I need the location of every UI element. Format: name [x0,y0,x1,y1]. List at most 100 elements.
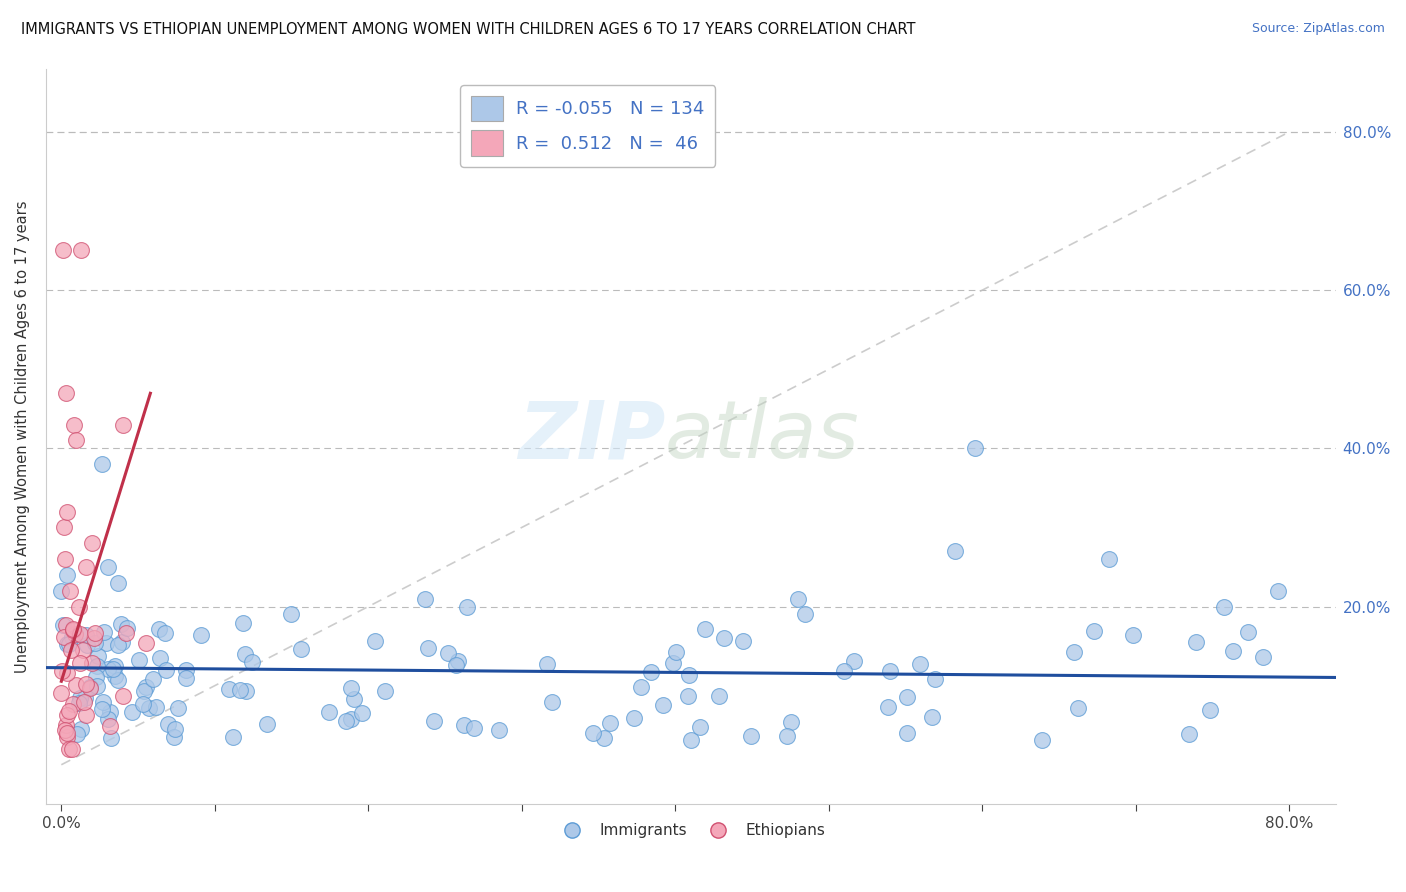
Point [80,657,103,671]
Point [163,722,186,736]
Point [662,656,685,670]
Point [96,662,118,676]
Point [340,681,363,696]
Point [280,607,302,622]
Point [59,643,82,657]
Point [793,607,815,622]
Point [436,646,458,660]
Point [111,417,134,432]
Point [142,672,165,686]
Point [56,665,79,680]
Point [53,630,76,644]
Point [155,663,177,677]
Point [593,731,616,746]
Point [51,665,73,679]
Point [242,655,264,669]
Point [1212,599,1234,614]
Point [422,714,444,728]
Point [107,673,129,687]
Point [87,648,110,663]
Point [75,676,97,690]
Point [53,723,76,738]
Point [58,704,80,718]
Point [640,665,662,679]
Point [536,657,558,671]
Point [776,729,799,743]
Point [60,631,83,645]
Point [834,664,856,678]
Point [70,723,93,737]
Point [58,583,80,598]
Point [924,672,946,686]
Point [896,690,918,705]
Point [93,625,115,640]
Point [84,626,107,640]
Point [75,628,97,642]
Point [1178,727,1201,741]
Point [75,691,97,706]
Point [446,658,468,673]
Point [55,385,77,400]
Point [652,698,675,712]
Point [176,663,198,677]
Point [62,698,84,712]
Point [1251,649,1274,664]
Point [98,718,121,732]
Point [145,699,167,714]
Point [963,442,986,456]
Point [55,637,77,651]
Point [232,616,254,631]
Point [256,716,278,731]
Point [63,417,86,432]
Point [1199,703,1222,717]
Point [86,679,108,693]
Text: Source: ZipAtlas.com: Source: ZipAtlas.com [1251,22,1385,36]
Point [107,575,129,590]
Point [75,708,97,723]
Point [153,626,176,640]
Point [103,659,125,673]
Point [1063,645,1085,659]
Point [56,567,79,582]
Point [138,700,160,714]
Point [65,727,87,741]
Point [53,552,76,566]
Point [740,729,762,743]
Point [101,662,124,676]
Point [908,657,931,672]
Point [166,701,188,715]
Point [53,520,76,534]
Point [69,656,91,670]
Point [787,591,810,606]
Point [60,742,83,756]
Point [69,691,91,706]
Point [56,726,79,740]
Point [58,637,80,651]
Point [52,618,75,632]
Point [921,709,943,723]
Point [115,621,138,635]
Point [84,670,107,684]
Point [62,623,84,637]
Point [56,707,79,722]
Point [340,712,363,726]
Point [73,696,96,710]
Point [1236,624,1258,639]
Point [91,702,114,716]
Point [877,699,900,714]
Point [541,695,564,709]
Point [67,599,90,614]
Point [343,692,366,706]
Point [488,723,510,738]
Point [731,633,754,648]
Point [111,635,134,649]
Point [780,714,803,729]
Point [94,636,117,650]
Point [93,695,115,709]
Text: atlas: atlas [665,398,859,475]
Point [100,731,122,746]
Point [80,536,103,550]
Point [695,622,717,636]
Point [114,625,136,640]
Point [418,640,440,655]
